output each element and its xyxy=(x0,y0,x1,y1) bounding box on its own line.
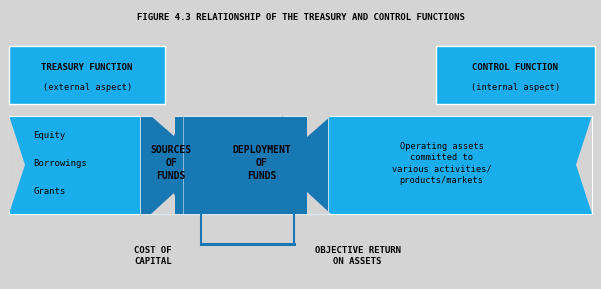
Text: TREASURY FUNCTION: TREASURY FUNCTION xyxy=(41,62,133,72)
Text: (external aspect): (external aspect) xyxy=(43,83,132,92)
Text: Operating assets
committed to
various activities/
products/markets: Operating assets committed to various ac… xyxy=(392,142,492,185)
FancyBboxPatch shape xyxy=(183,116,328,214)
Text: FIGURE 4.3 RELATIONSHIP OF THE TREASURY AND CONTROL FUNCTIONS: FIGURE 4.3 RELATIONSHIP OF THE TREASURY … xyxy=(136,13,465,22)
Polygon shape xyxy=(151,116,175,137)
Polygon shape xyxy=(151,192,175,214)
Text: Equity

Borrowings

Grants: Equity Borrowings Grants xyxy=(33,131,87,196)
Polygon shape xyxy=(576,116,592,214)
Text: (internal aspect): (internal aspect) xyxy=(471,83,560,92)
Text: COST OF
CAPITAL: COST OF CAPITAL xyxy=(135,246,172,266)
Text: OBJECTIVE RETURN
ON ASSETS: OBJECTIVE RETURN ON ASSETS xyxy=(314,246,401,266)
Text: SOURCES
OF
FUNDS: SOURCES OF FUNDS xyxy=(151,145,192,181)
Polygon shape xyxy=(282,116,305,214)
FancyBboxPatch shape xyxy=(9,46,165,104)
Polygon shape xyxy=(307,116,331,137)
Polygon shape xyxy=(307,192,331,214)
Polygon shape xyxy=(9,116,25,214)
Polygon shape xyxy=(160,116,183,214)
Text: CONTROL FUNCTION: CONTROL FUNCTION xyxy=(472,62,558,72)
FancyBboxPatch shape xyxy=(183,116,592,214)
Text: DEPLOYMENT
OF
FUNDS: DEPLOYMENT OF FUNDS xyxy=(232,145,291,181)
FancyBboxPatch shape xyxy=(436,46,595,104)
FancyBboxPatch shape xyxy=(140,116,282,214)
FancyBboxPatch shape xyxy=(9,116,282,214)
